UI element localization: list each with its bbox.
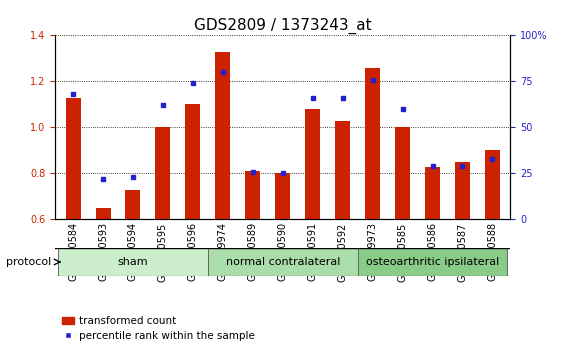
Bar: [485, 150, 500, 219]
Bar: [425, 166, 440, 219]
Legend: transformed count, percentile rank within the sample: transformed count, percentile rank withi…: [57, 312, 259, 345]
Bar: [96, 208, 111, 219]
Bar: [125, 189, 140, 219]
Bar: [245, 171, 260, 219]
Bar: [155, 127, 171, 219]
Bar: [215, 51, 230, 219]
Text: GDS2809 / 1373243_at: GDS2809 / 1373243_at: [194, 18, 372, 34]
Text: sham: sham: [118, 257, 148, 267]
Bar: [208, 248, 358, 276]
Text: protocol: protocol: [6, 257, 51, 267]
Bar: [276, 173, 290, 219]
Bar: [335, 120, 350, 219]
Text: normal contralateral: normal contralateral: [226, 257, 340, 267]
Bar: [365, 68, 380, 219]
Bar: [305, 109, 320, 219]
Text: osteoarthritic ipsilateral: osteoarthritic ipsilateral: [366, 257, 499, 267]
Bar: [395, 127, 410, 219]
Bar: [186, 104, 200, 219]
Bar: [455, 162, 470, 219]
Bar: [66, 97, 81, 219]
Bar: [58, 248, 208, 276]
Bar: [358, 248, 508, 276]
